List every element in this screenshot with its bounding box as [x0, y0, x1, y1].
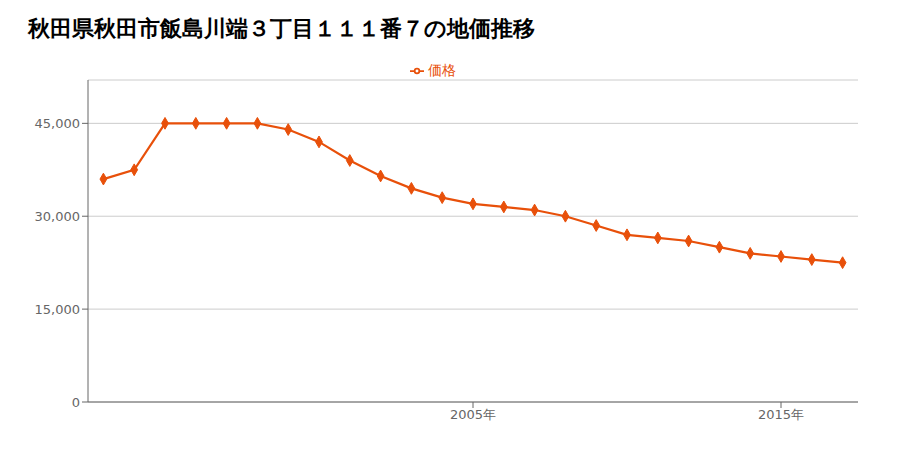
svg-text:45,000: 45,000 [35, 116, 81, 131]
svg-text:30,000: 30,000 [35, 209, 81, 224]
html-text:秋田県秋田市飯島川端３丁目１１１番７の地価推移: 秋田県秋田市飯島川端３丁目１１１番７の地価推移 [28, 16, 535, 41]
svg-text:2015年: 2015年 [758, 407, 804, 422]
svg-text:15,000: 15,000 [35, 302, 81, 317]
html-text:価格: 価格 [428, 62, 456, 78]
svg-text:2005年: 2005年 [450, 407, 496, 422]
svg-text:0: 0 [72, 395, 80, 410]
